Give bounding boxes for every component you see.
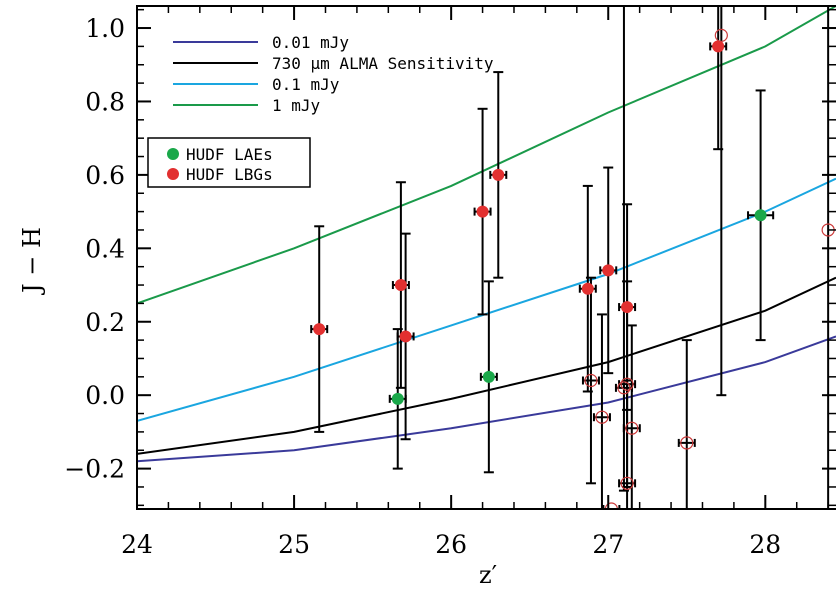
- x-tick-label: 25: [278, 530, 310, 559]
- legend-marker-label-1: HUDF LBGs: [186, 165, 273, 184]
- hollow-point: [625, 421, 639, 435]
- legend-label-2: 0.1 mJy: [272, 75, 340, 94]
- x-tick-label: 27: [592, 530, 624, 559]
- x-axis-title: z′: [479, 561, 497, 589]
- hollow-point: [595, 410, 609, 424]
- lae-point: [482, 370, 495, 383]
- hollow-point: [680, 436, 694, 450]
- model-curves: [137, 6, 836, 463]
- x-tick-label: 28: [749, 530, 781, 559]
- hollow-point: [620, 476, 634, 490]
- y-tick-label: 0.8: [85, 87, 125, 116]
- hollow-point: [584, 373, 598, 388]
- y-tick-label: 0.6: [85, 161, 125, 190]
- plot-frame: [136, 5, 836, 510]
- y-tick-label: 0.2: [85, 308, 125, 337]
- curve-2: [137, 177, 836, 422]
- lbg-point: [602, 264, 615, 277]
- lae-point: [754, 209, 767, 222]
- lbg-point: [621, 301, 634, 314]
- hollow-point: [604, 502, 618, 509]
- legend-marker-1: [167, 168, 179, 180]
- lbg-point: [492, 168, 505, 181]
- lbg-point: [313, 323, 326, 336]
- curve-0: [137, 335, 836, 463]
- y-tick-label: 1.0: [85, 14, 125, 43]
- legend-label-3: 1 mJy: [272, 96, 321, 115]
- data-points: [313, 28, 835, 509]
- y-tick-label: 0.4: [85, 234, 125, 263]
- y-tick-label: −0.2: [64, 455, 125, 484]
- curve-3: [137, 6, 836, 305]
- y-axis-title: J − H: [18, 227, 46, 296]
- curve-1: [137, 276, 836, 455]
- legend-label-1: 730 μm ALMA Sensitivity: [272, 54, 494, 73]
- lbg-point: [394, 279, 407, 292]
- y-tick-label: 0.0: [85, 381, 125, 410]
- x-tick-label: 24: [121, 530, 153, 559]
- lbg-point: [399, 330, 412, 343]
- hollow-point: [620, 377, 634, 391]
- legend-label-0: 0.01 mJy: [272, 33, 349, 52]
- x-tick-label: 26: [435, 530, 467, 559]
- lbg-point: [712, 40, 725, 53]
- hollow-point: [714, 28, 728, 42]
- hollow-point: [617, 381, 631, 395]
- lae-point: [391, 392, 404, 405]
- legend-marker-label-0: HUDF LAEs: [186, 145, 273, 164]
- legend-marker-0: [167, 148, 179, 160]
- lbg-point: [581, 282, 594, 295]
- legend: 0.01 mJy 730 μm ALMA Sensitivity 0.1 mJy 1 …: [147, 33, 494, 188]
- axes: 24 25 26 27 28 1.0 0.8 0.6 0.4 0.2 0.0 −0.2: [64, 5, 836, 559]
- lbg-point: [476, 205, 489, 218]
